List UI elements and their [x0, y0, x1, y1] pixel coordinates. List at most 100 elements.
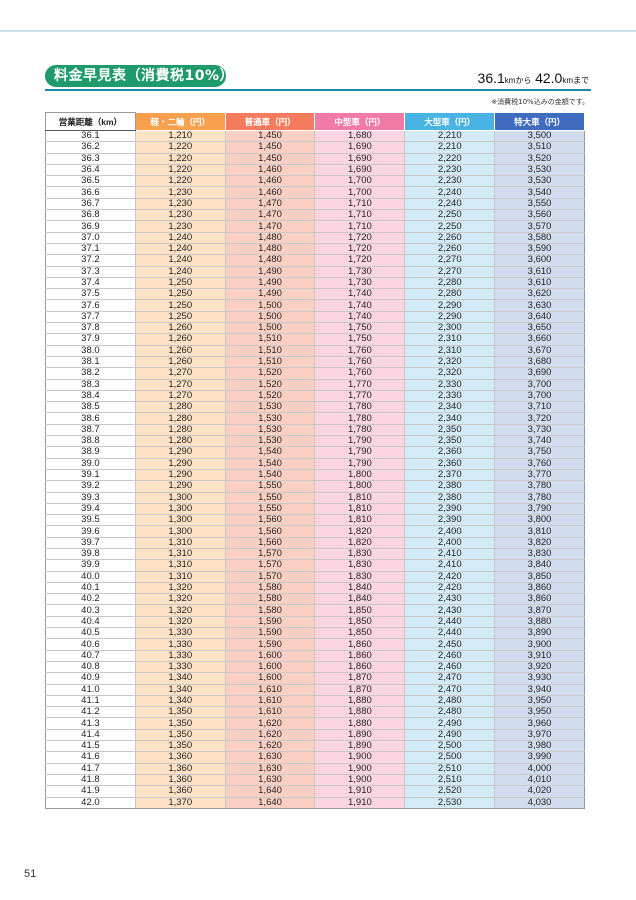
- tokudai-fare-cell: 3,600: [494, 254, 585, 267]
- distance-range: 36.1kmから 42.0kmまで: [478, 70, 589, 86]
- table-row: 36.7 1,230 1,470 1,710 2,240 3,550: [45, 197, 585, 211]
- column-header-tokudai: 特大車（円）: [494, 112, 585, 131]
- distance-cell: 41.0: [45, 683, 136, 696]
- chugata-fare-cell: 1,840: [314, 581, 406, 595]
- kei-fare-cell: 1,280: [134, 401, 226, 414]
- distance-cell: 36.2: [45, 141, 136, 154]
- table-row: 39.7 1,310 1,560 1,820 2,400 3,820: [45, 536, 585, 549]
- ogata-fare-cell: 2,210: [404, 129, 496, 143]
- table-row: 41.9 1,360 1,640 1,910 2,520 4,020: [45, 785, 585, 798]
- futsu-fare-cell: 1,490: [224, 265, 316, 278]
- tokudai-fare-cell: 3,860: [494, 593, 585, 606]
- chugata-fare-cell: 1,740: [314, 310, 406, 324]
- chugata-fare-cell: 1,760: [314, 367, 406, 380]
- futsu-fare-cell: 1,560: [224, 536, 316, 549]
- chugata-fare-cell: 1,850: [314, 604, 406, 617]
- chugata-fare-cell: 1,890: [314, 728, 406, 742]
- ogata-fare-cell: 2,530: [404, 796, 496, 809]
- chugata-fare-cell: 1,690: [314, 152, 406, 165]
- distance-cell: 39.8: [45, 547, 136, 561]
- tokudai-fare-cell: 3,890: [494, 627, 585, 640]
- ogata-fare-cell: 2,260: [404, 231, 496, 244]
- table-row: 40.0 1,310 1,570 1,830 2,420 3,850: [45, 570, 585, 583]
- chugata-fare-cell: 1,910: [314, 796, 406, 809]
- table-row: 40.6 1,330 1,590 1,860 2,450 3,900: [45, 638, 585, 651]
- tax-note: ※消費税10%込みの金額です。: [491, 98, 589, 106]
- chugata-fare-cell: 1,800: [314, 480, 406, 493]
- tokudai-fare-cell: 3,530: [494, 175, 585, 188]
- table-row: 39.9 1,310 1,570 1,830 2,410 3,840: [45, 559, 585, 572]
- kei-fare-cell: 1,260: [134, 333, 226, 346]
- ogata-fare-cell: 2,490: [404, 717, 496, 730]
- ogata-fare-cell: 2,230: [404, 163, 496, 177]
- tokudai-fare-cell: 3,860: [494, 581, 585, 595]
- table-row: 40.2 1,320 1,580 1,840 2,430 3,860: [45, 593, 585, 606]
- table-row: 38.4 1,270 1,520 1,770 2,330 3,700: [45, 389, 585, 403]
- kei-fare-cell: 1,330: [134, 638, 226, 651]
- ogata-fare-cell: 2,350: [404, 435, 496, 448]
- distance-cell: 36.4: [45, 163, 136, 177]
- kei-fare-cell: 1,360: [134, 785, 226, 798]
- table-row: 41.4 1,350 1,620 1,890 2,490 3,970: [45, 728, 585, 742]
- distance-cell: 40.5: [45, 627, 136, 640]
- futsu-fare-cell: 1,530: [224, 412, 316, 425]
- ogata-fare-cell: 2,430: [404, 604, 496, 617]
- distance-cell: 38.2: [45, 367, 136, 380]
- ogata-fare-cell: 2,430: [404, 593, 496, 606]
- kei-fare-cell: 1,300: [134, 491, 226, 504]
- kei-fare-cell: 1,290: [134, 480, 226, 493]
- table-row: 38.9 1,290 1,540 1,790 2,360 3,750: [45, 446, 585, 459]
- kei-fare-cell: 1,320: [134, 615, 226, 629]
- ogata-fare-cell: 2,240: [404, 197, 496, 211]
- ogata-fare-cell: 2,210: [404, 141, 496, 154]
- distance-cell: 37.0: [45, 231, 136, 244]
- distance-cell: 36.8: [45, 209, 136, 222]
- column-header-distance: 営業距離（km）: [45, 112, 136, 131]
- chugata-fare-cell: 1,680: [314, 129, 406, 143]
- futsu-fare-cell: 1,610: [224, 683, 316, 696]
- chugata-fare-cell: 1,860: [314, 660, 406, 674]
- futsu-fare-cell: 1,510: [224, 355, 316, 369]
- kei-fare-cell: 1,280: [134, 412, 226, 425]
- table-row: 37.4 1,250 1,490 1,730 2,280 3,610: [45, 276, 585, 290]
- tokudai-fare-cell: 3,530: [494, 163, 585, 177]
- table-row: 41.2 1,350 1,610 1,880 2,480 3,950: [45, 706, 585, 719]
- ogata-fare-cell: 2,500: [404, 751, 496, 764]
- futsu-fare-cell: 1,630: [224, 762, 316, 775]
- distance-cell: 38.9: [45, 446, 136, 459]
- futsu-fare-cell: 1,610: [224, 706, 316, 719]
- tokudai-fare-cell: 3,690: [494, 367, 585, 380]
- futsu-fare-cell: 1,620: [224, 717, 316, 730]
- kei-fare-cell: 1,330: [134, 627, 226, 640]
- table-row: 40.1 1,320 1,580 1,840 2,420 3,860: [45, 581, 585, 595]
- tokudai-fare-cell: 3,800: [494, 514, 585, 527]
- distance-cell: 38.6: [45, 412, 136, 425]
- tokudai-fare-cell: 3,580: [494, 231, 585, 244]
- kei-fare-cell: 1,230: [134, 220, 226, 233]
- ogata-fare-cell: 2,460: [404, 660, 496, 674]
- futsu-fare-cell: 1,530: [224, 423, 316, 437]
- distance-cell: 39.0: [45, 457, 136, 470]
- chugata-fare-cell: 1,820: [314, 536, 406, 549]
- ogata-fare-cell: 2,280: [404, 276, 496, 290]
- ogata-fare-cell: 2,510: [404, 773, 496, 787]
- chugata-fare-cell: 1,870: [314, 672, 406, 685]
- futsu-fare-cell: 1,470: [224, 197, 316, 211]
- distance-cell: 40.9: [45, 672, 136, 685]
- tokudai-fare-cell: 3,950: [494, 706, 585, 719]
- ogata-fare-cell: 2,250: [404, 220, 496, 233]
- ogata-fare-cell: 2,290: [404, 310, 496, 324]
- chugata-fare-cell: 1,900: [314, 773, 406, 787]
- distance-cell: 40.4: [45, 615, 136, 629]
- chugata-fare-cell: 1,770: [314, 378, 406, 391]
- distance-cell: 40.1: [45, 581, 136, 595]
- ogata-fare-cell: 2,500: [404, 740, 496, 753]
- futsu-fare-cell: 1,640: [224, 785, 316, 798]
- chugata-fare-cell: 1,690: [314, 163, 406, 177]
- kei-fare-cell: 1,330: [134, 649, 226, 662]
- futsu-fare-cell: 1,490: [224, 276, 316, 290]
- ogata-fare-cell: 2,460: [404, 649, 496, 662]
- table-row: 37.3 1,240 1,490 1,730 2,270 3,610: [45, 265, 585, 278]
- futsu-fare-cell: 1,630: [224, 751, 316, 764]
- distance-cell: 37.9: [45, 333, 136, 346]
